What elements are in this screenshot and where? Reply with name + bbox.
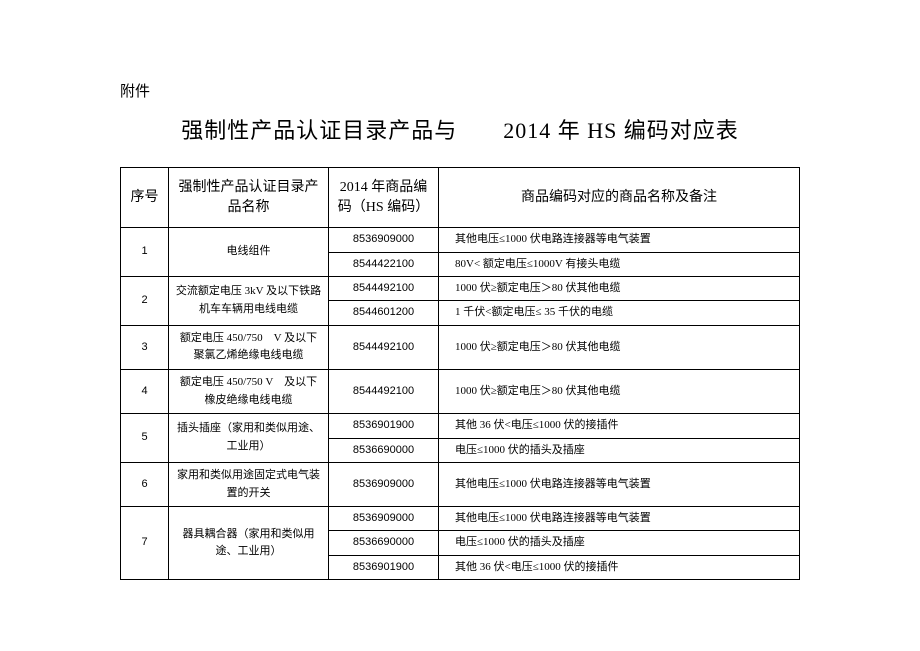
- cell-product-name: 交流额定电压 3kV 及以下铁路机车车辆用电线电缆: [169, 276, 329, 325]
- cell-description: 1000 伏≥额定电压＞80 伏其他电缆: [439, 369, 800, 413]
- cell-hs-code: 8536901900: [329, 555, 439, 579]
- table-row: 6家用和类似用途固定式电气装置的开关8536909000其他电压≤1000 伏电…: [121, 462, 800, 506]
- cell-description: 其他 36 伏<电压≤1000 伏的接插件: [439, 414, 800, 438]
- cell-hs-code: 8544492100: [329, 369, 439, 413]
- cell-hs-code: 8536909000: [329, 462, 439, 506]
- col-desc: 商品编码对应的商品名称及备注: [439, 168, 800, 228]
- cell-product-name: 额定电压 450/750 V 及以下聚氯乙烯绝缘电线电缆: [169, 325, 329, 369]
- cell-seq: 6: [121, 462, 169, 506]
- cell-hs-code: 8536901900: [329, 414, 439, 438]
- cell-description: 80V< 额定电压≤1000V 有接头电缆: [439, 252, 800, 276]
- cell-description: 1000 伏≥额定电压＞80 伏其他电缆: [439, 276, 800, 300]
- cell-description: 电压≤1000 伏的插头及插座: [439, 438, 800, 462]
- cell-seq: 7: [121, 507, 169, 580]
- table-row: 7器具耦合器（家用和类似用途、工业用）8536909000其他电压≤1000 伏…: [121, 507, 800, 531]
- col-hs-code: 2014 年商品编码（HS 编码）: [329, 168, 439, 228]
- cell-seq: 5: [121, 414, 169, 463]
- cell-seq: 2: [121, 276, 169, 325]
- cell-seq: 1: [121, 228, 169, 277]
- table-row: 1电线组件8536909000其他电压≤1000 伏电路连接器等电气装置: [121, 228, 800, 252]
- cell-hs-code: 8544601200: [329, 301, 439, 325]
- cell-hs-code: 8544492100: [329, 276, 439, 300]
- cell-description: 其他电压≤1000 伏电路连接器等电气装置: [439, 507, 800, 531]
- cell-product-name: 额定电压 450/750 V 及以下橡皮绝缘电线电缆: [169, 369, 329, 413]
- cell-description: 其他 36 伏<电压≤1000 伏的接插件: [439, 555, 800, 579]
- document-title: 强制性产品认证目录产品与 2014 年 HS 编码对应表: [120, 113, 800, 145]
- cell-hs-code: 8544492100: [329, 325, 439, 369]
- cell-product-name: 电线组件: [169, 228, 329, 277]
- cell-hs-code: 8536909000: [329, 228, 439, 252]
- cell-hs-code: 8536690000: [329, 438, 439, 462]
- cell-hs-code: 8544422100: [329, 252, 439, 276]
- cell-description: 其他电压≤1000 伏电路连接器等电气装置: [439, 228, 800, 252]
- cell-product-name: 插头插座（家用和类似用途、工业用）: [169, 414, 329, 463]
- cell-description: 其他电压≤1000 伏电路连接器等电气装置: [439, 462, 800, 506]
- attachment-label: 附件: [120, 80, 800, 101]
- cell-description: 1000 伏≥额定电压＞80 伏其他电缆: [439, 325, 800, 369]
- cell-product-name: 家用和类似用途固定式电气装置的开关: [169, 462, 329, 506]
- table-header-row: 序号 强制性产品认证目录产品名称 2014 年商品编码（HS 编码） 商品编码对…: [121, 168, 800, 228]
- col-product-name: 强制性产品认证目录产品名称: [169, 168, 329, 228]
- cell-hs-code: 8536909000: [329, 507, 439, 531]
- cell-hs-code: 8536690000: [329, 531, 439, 555]
- cell-seq: 3: [121, 325, 169, 369]
- cell-description: 1 千伏<额定电压≤ 35 千伏的电缆: [439, 301, 800, 325]
- cell-seq: 4: [121, 369, 169, 413]
- hs-code-table: 序号 强制性产品认证目录产品名称 2014 年商品编码（HS 编码） 商品编码对…: [120, 167, 800, 580]
- cell-description: 电压≤1000 伏的插头及插座: [439, 531, 800, 555]
- table-row: 2交流额定电压 3kV 及以下铁路机车车辆用电线电缆85444921001000…: [121, 276, 800, 300]
- cell-product-name: 器具耦合器（家用和类似用途、工业用）: [169, 507, 329, 580]
- col-seq: 序号: [121, 168, 169, 228]
- table-row: 3额定电压 450/750 V 及以下聚氯乙烯绝缘电线电缆85444921001…: [121, 325, 800, 369]
- table-row: 4额定电压 450/750 V 及以下橡皮绝缘电线电缆8544492100100…: [121, 369, 800, 413]
- table-row: 5插头插座（家用和类似用途、工业用）8536901900其他 36 伏<电压≤1…: [121, 414, 800, 438]
